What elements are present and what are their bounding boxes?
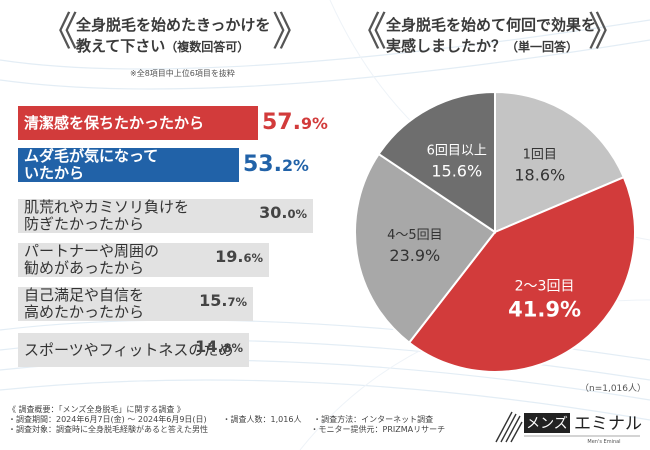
footer-method: ・調査方法：インターネット調査 — [313, 415, 434, 424]
bar-5: 自己満足や自信を 高めたかったから 15. 7% — [18, 287, 253, 321]
footer-provider: ・モニター提供元：PRIZMAリサーチ — [310, 425, 446, 434]
right-bracket-open: 《 — [347, 9, 387, 55]
bar-1: 清潔感を保ちたかったから 57. 9% — [18, 106, 328, 140]
pie-slice-value: 15.6% — [431, 161, 482, 180]
bar-label: 清潔感を保ちたかったから — [24, 113, 205, 132]
footer-count: ・調査人数：1,016人 — [222, 415, 302, 424]
pie-slice-3 — [354, 152, 497, 345]
right-title-sub: （単一回答） — [506, 40, 579, 54]
logo-mark-icon — [495, 411, 523, 443]
bar-2: ムダ毛が気になって いたから 53. 2% — [18, 147, 309, 182]
footer-period: ・調査期間：2024年6月7日(金) 〜 2024年6月9日(日) — [8, 415, 207, 424]
pie-slice-value: 18.6% — [514, 165, 565, 184]
bar-value-label: 57. 9% — [262, 110, 328, 135]
bar-value-label: 15. 7% — [199, 291, 247, 310]
bar-value-label: 53. 2% — [243, 152, 309, 177]
bar-value-label: 30. 0% — [259, 203, 307, 222]
pie-slice-2 — [407, 175, 636, 373]
left-bracket-close: 》 — [272, 9, 312, 55]
pie-slice-label: 6回目以上 — [427, 143, 487, 158]
pie-slice-value: 41.9% — [508, 297, 581, 321]
pie-slice-1 — [494, 90, 626, 234]
mens-eminal-logo: メンズ エミナル Men's Eminal — [495, 411, 642, 445]
footer-target: ・調査対象：調査時に全身脱毛経験があると答えた男性 — [8, 425, 208, 434]
left-note: ※全8項目中上位6項目を抜粋 — [130, 69, 235, 78]
footer-title: 《 調査概要：「メンズ全身脱毛」に関する調査 》 — [8, 405, 185, 414]
right-title-line1: 全身脱毛を始めて何回で効果を — [386, 16, 597, 34]
left-title-sub: （複数回答可） — [165, 40, 250, 54]
bar-4: パートナーや周囲の 勧めがあったから 19. 6% — [18, 243, 269, 277]
left-bracket-open: 《 — [38, 9, 78, 55]
bar-label: スポーツやフィットネスのため — [24, 340, 234, 359]
pie-slice-label: 4〜5回目 — [387, 228, 443, 243]
right-question-title: 全身脱毛を始めて何回で効果を 実感しましたか？（単一回答） — [386, 15, 596, 58]
left-title-line1: 全身脱毛を始めたきっかけを — [76, 16, 271, 34]
sample-size: （n=1,016人） — [580, 384, 647, 394]
pie-slice-label: 2〜3回目 — [515, 278, 575, 294]
left-question-title: 全身脱毛を始めたきっかけを 教えて下さい（複数回答可） — [76, 15, 270, 58]
bar-6: スポーツやフィットネスのため 14. 8% — [18, 333, 249, 367]
right-bracket-close: 》 — [588, 9, 628, 55]
logo-part2: エミナル — [574, 414, 642, 434]
pie-slice-label: 1回目 — [523, 147, 557, 162]
pie-slice-value: 23.9% — [389, 246, 440, 265]
bar-label: 肌荒れやカミソリ負けを 防ぎたかったから — [24, 198, 190, 233]
bar-3: 肌荒れやカミソリ負けを 防ぎたかったから 30. 0% — [18, 199, 313, 233]
bar-label: パートナーや周囲の 勧めがあったから — [24, 242, 160, 277]
left-title-line2: 教えて下さい — [76, 37, 166, 55]
survey-footer: 《 調査概要：「メンズ全身脱毛」に関する調査 》 ・調査期間：2024年6月7日… — [8, 405, 445, 435]
right-title-line2: 実感しましたか？ — [386, 37, 507, 55]
pie-slice-4 — [377, 90, 496, 234]
logo-box-bg — [524, 413, 570, 433]
bar-label: 自己満足や自信を 高めたかったから — [24, 286, 145, 321]
bar-value-label: 14. 8% — [195, 337, 243, 356]
logo-tagline: Men's Eminal — [587, 439, 620, 445]
logo-part1: メンズ — [526, 416, 568, 432]
bar-label: ムダ毛が気になって いたから — [24, 147, 159, 182]
bar-value-label: 19. 6% — [215, 247, 263, 266]
